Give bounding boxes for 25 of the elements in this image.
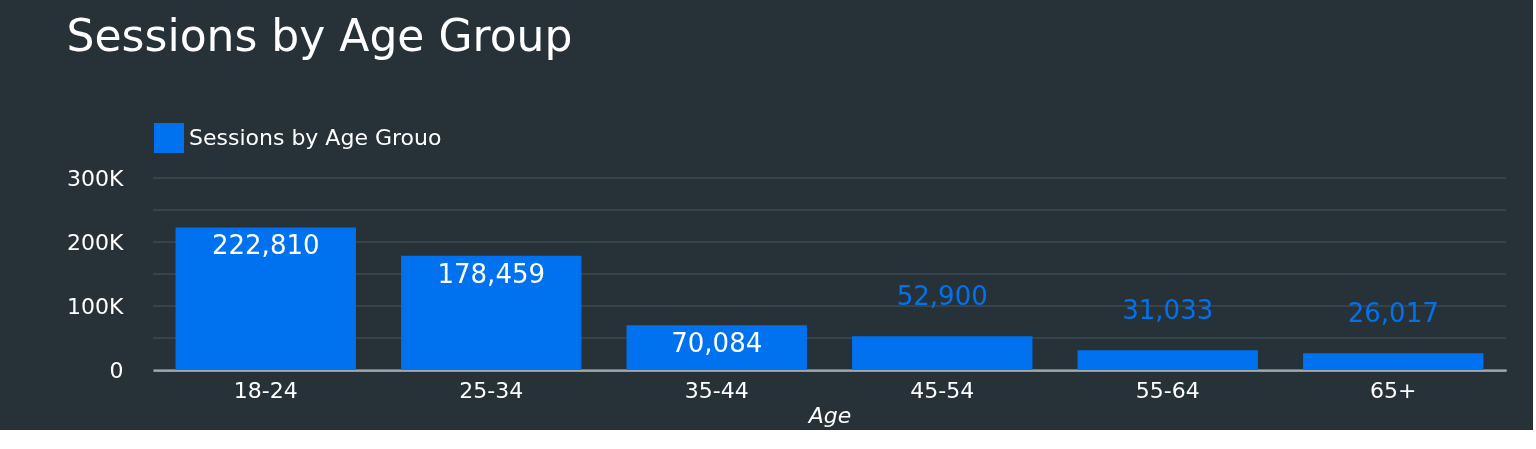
y-tick-label: 300K: [67, 165, 125, 191]
bar: [1303, 353, 1484, 370]
bar: [852, 336, 1033, 370]
x-tick-label: 55-64: [1135, 377, 1200, 403]
x-tick-label: 35-44: [684, 377, 749, 403]
y-tick-label: 200K: [67, 229, 125, 255]
data-label: 222,810: [211, 230, 320, 261]
y-tick-label: 100K: [67, 293, 125, 319]
bar: [626, 325, 807, 370]
x-tick-label: 25-34: [459, 377, 524, 403]
x-tick-label: 18-24: [233, 377, 298, 403]
chart-title: Sessions by Age Group: [66, 10, 573, 61]
data-label: 70,084: [671, 328, 763, 359]
x-tick-label: 65+: [1370, 377, 1417, 403]
data-label: 31,033: [1122, 295, 1214, 326]
data-label: 26,017: [1347, 298, 1439, 329]
x-axis-title: Age: [806, 402, 852, 428]
bar: [175, 227, 356, 370]
bar: [401, 255, 582, 370]
bar: [1077, 350, 1258, 370]
data-label: 52,900: [896, 281, 988, 312]
x-tick-label: 45-54: [910, 377, 975, 403]
legend-label: Sessions by Age Grouo: [189, 125, 442, 150]
y-tick-label: 0: [109, 357, 124, 383]
data-label: 178,459: [437, 258, 546, 289]
